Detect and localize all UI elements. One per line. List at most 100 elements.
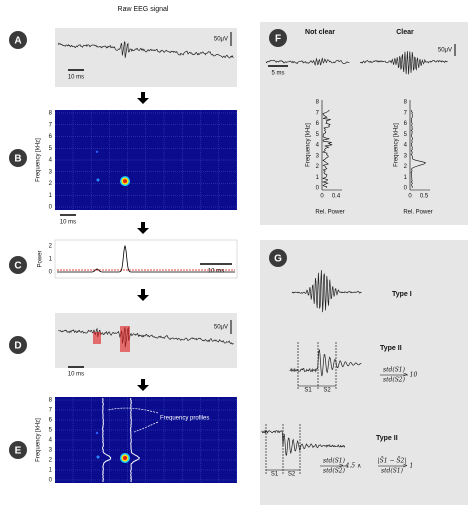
- y-tick-label: 2: [316, 164, 320, 170]
- detected-segment: [93, 332, 101, 344]
- y-tick-label: 7: [404, 110, 408, 116]
- spectrum: [322, 109, 333, 189]
- y-tick-label: 0: [49, 270, 53, 276]
- scale-label: 50μV: [214, 325, 228, 331]
- figure-title: Raw EEG signal: [118, 6, 169, 13]
- arrow: [137, 385, 149, 391]
- formula-text: > 10: [403, 372, 418, 379]
- y-tick-label: 7: [316, 110, 320, 116]
- arrow: [137, 98, 149, 104]
- hotspot: [96, 455, 100, 459]
- y-tick-label: 1: [49, 468, 53, 474]
- type-label: Type II: [376, 435, 398, 442]
- formula-denominator: std(S1): [381, 468, 404, 475]
- panel-badge: [269, 29, 287, 47]
- scale-label: 10 ms: [208, 269, 224, 275]
- panel-badge: [9, 336, 27, 354]
- panel-badge: [9, 256, 27, 274]
- x-tick-label: 0: [320, 194, 324, 200]
- formula-numerator: |S̄1 − S̄2|: [378, 457, 407, 464]
- y-tick-label: 6: [404, 121, 408, 127]
- hotspot: [96, 178, 100, 182]
- scale-label: 50μV: [438, 48, 452, 54]
- arrow: [141, 92, 145, 98]
- y-tick-label: 6: [49, 418, 53, 424]
- y-tick-label: 2: [49, 458, 53, 464]
- panel-badge: [9, 31, 27, 49]
- y-tick-label: 6: [49, 134, 53, 140]
- x-axis-label: Rel. Power: [315, 210, 344, 216]
- y-tick-label: 4: [49, 158, 53, 164]
- y-tick-label: 3: [49, 448, 53, 454]
- hotspot: [95, 431, 99, 435]
- power-trace: [57, 244, 235, 273]
- panel-box: [55, 28, 237, 87]
- eeg-trace: [289, 349, 362, 377]
- y-tick-label: 7: [49, 408, 53, 414]
- formula-denominator: std(S2): [323, 468, 346, 475]
- type-label: Type I: [392, 291, 412, 298]
- y-tick-label: 7: [49, 122, 53, 128]
- panel-letter: F: [275, 34, 281, 45]
- y-tick-label: 1: [316, 175, 320, 181]
- arrow: [141, 289, 145, 295]
- y-tick-label: 0: [316, 186, 320, 192]
- formula-text: > 4.5 ∧: [339, 463, 362, 470]
- y-tick-label: 0: [404, 186, 408, 192]
- panel-letter: D: [14, 341, 21, 352]
- y-axis-label: Frequency [kHz]: [36, 138, 42, 182]
- y-tick-label: 2: [404, 164, 408, 170]
- arrow: [137, 295, 149, 301]
- hotspot: [123, 179, 127, 184]
- eeg-trace: [58, 326, 234, 348]
- panel-box: [260, 240, 468, 505]
- arrow: [141, 379, 145, 385]
- x-axis-label: Rel. Power: [403, 210, 432, 216]
- segment-label: S1: [304, 388, 312, 394]
- y-tick-label: 4: [316, 143, 320, 149]
- formula-numerator: std(S1): [323, 458, 346, 465]
- x-tick-label: 0.5: [420, 194, 429, 200]
- column-title: Clear: [396, 29, 414, 36]
- detected-segment: [120, 326, 130, 352]
- y-axis-label: Frequency [kHz]: [306, 123, 312, 167]
- y-tick-label: 8: [49, 111, 53, 117]
- formula-text: > 1: [403, 463, 414, 470]
- segment-label: S2: [288, 472, 296, 478]
- y-tick-label: 4: [404, 143, 408, 149]
- panel-letter: G: [274, 254, 282, 265]
- y-tick-label: 0: [49, 478, 53, 484]
- scale-label: 10 ms: [60, 220, 76, 226]
- panel-box: [260, 22, 468, 225]
- arrow: [141, 222, 145, 228]
- formula-denominator: std(S2): [383, 377, 406, 384]
- y-tick-label: 0: [49, 205, 53, 211]
- segment-label: S2: [323, 388, 331, 394]
- y-tick-label: 3: [49, 169, 53, 175]
- hotspot: [123, 456, 127, 460]
- arrow: [137, 228, 149, 234]
- formula-numerator: std(S1): [383, 367, 406, 374]
- panel-letter: B: [14, 154, 21, 165]
- panel-letter: E: [15, 446, 22, 457]
- scale-label: 50μV: [214, 37, 228, 43]
- y-tick-label: 5: [49, 146, 53, 152]
- y-tick-label: 2: [49, 244, 53, 250]
- y-tick-label: 1: [49, 193, 53, 199]
- eeg-trace: [57, 41, 234, 59]
- frequency-profile: [102, 398, 112, 483]
- y-tick-label: 2: [49, 181, 53, 187]
- column-title: Not clear: [305, 29, 335, 36]
- y-tick-label: 6: [316, 121, 320, 127]
- y-tick-label: 8: [404, 100, 408, 106]
- y-tick-label: 3: [404, 153, 408, 159]
- spectrum: [410, 109, 427, 189]
- y-tick-label: 1: [404, 175, 408, 181]
- segment-label: S1: [271, 472, 279, 478]
- y-tick-label: 5: [404, 132, 408, 138]
- scale-label: 5 ms: [271, 71, 284, 77]
- panel-badge: [9, 441, 27, 459]
- y-tick-label: 5: [316, 132, 320, 138]
- eeg-trace: [261, 429, 346, 456]
